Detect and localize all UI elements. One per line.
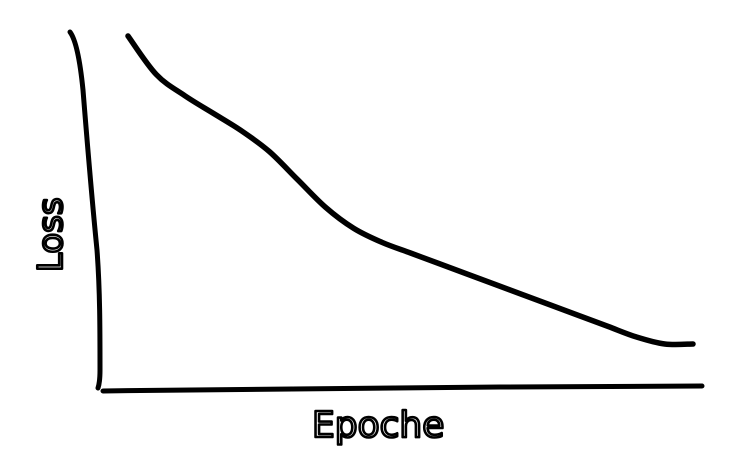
loss-series bbox=[125, 33, 696, 348]
x-axis-line bbox=[100, 383, 705, 394]
x-axis-label: Epoche bbox=[312, 405, 444, 446]
series-line-0 bbox=[125, 33, 696, 348]
y-axis-label: Loss bbox=[31, 197, 71, 272]
y-axis-line bbox=[67, 29, 103, 391]
